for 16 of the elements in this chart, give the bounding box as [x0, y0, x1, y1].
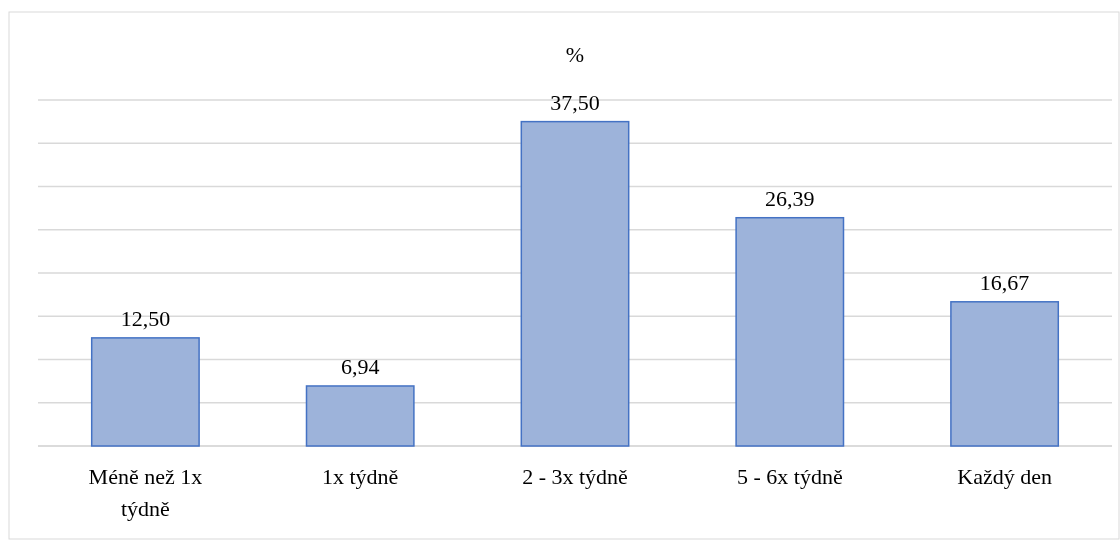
bar: [90, 337, 200, 447]
bar: [735, 216, 845, 447]
data-label: 12,50: [120, 305, 171, 331]
x-tick-label: 5 - 6x týdně: [736, 464, 843, 489]
bar: [520, 120, 630, 447]
chart-title: %: [565, 42, 585, 67]
x-tick-label: 1x týdně: [322, 464, 399, 489]
x-tick-label: 2 - 3x týdně: [522, 464, 628, 489]
x-tick-label: Méně než 1x týdně: [88, 464, 203, 521]
data-label: 6,94: [340, 353, 380, 379]
bar: [950, 301, 1060, 447]
data-label: 26,39: [765, 185, 815, 211]
x-tick-label: Každý den: [957, 464, 1052, 489]
bar: [305, 385, 415, 447]
data-label: 16,67: [979, 269, 1030, 295]
data-label: 37,50: [550, 89, 600, 115]
